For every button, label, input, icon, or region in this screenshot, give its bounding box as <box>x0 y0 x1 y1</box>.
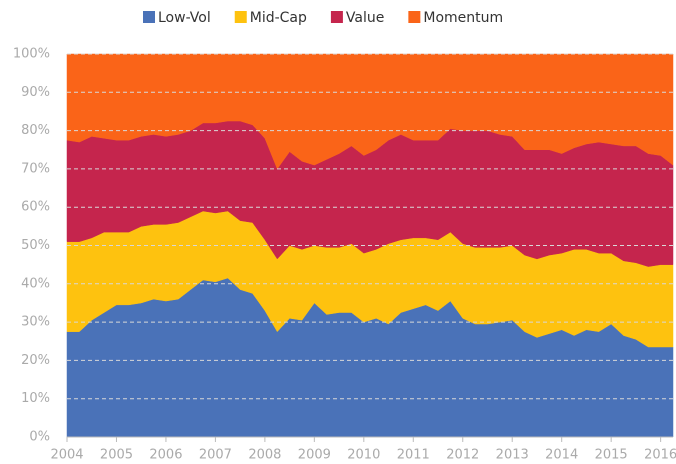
x-tick-label: 2014 <box>545 448 578 463</box>
y-tick-label: 0% <box>29 430 50 445</box>
x-tick-label: 2010 <box>347 448 380 463</box>
y-tick-label: 80% <box>21 123 50 138</box>
y-tick-label: 30% <box>21 315 50 330</box>
x-tick-label: 2015 <box>595 448 628 463</box>
legend-swatch <box>234 11 247 23</box>
x-tick-label: 2013 <box>496 448 529 463</box>
x-tick-label: 2007 <box>199 448 232 463</box>
legend-label: Momentum <box>423 10 503 26</box>
legend-swatch <box>143 11 155 23</box>
x-tick-label: 2016 <box>644 448 676 463</box>
legend-swatch <box>330 11 343 23</box>
x-tick-label: 2006 <box>149 448 182 463</box>
y-tick-label: 100% <box>13 47 50 62</box>
y-tick-label: 50% <box>21 238 50 253</box>
x-tick-label: 2011 <box>397 448 430 463</box>
x-tick-label: 2005 <box>100 448 133 463</box>
x-tick-label: 2012 <box>446 448 479 463</box>
y-tick-label: 20% <box>21 353 50 368</box>
legend-label: Value <box>346 10 384 26</box>
y-tick-label: 90% <box>21 85 50 100</box>
y-tick-label: 60% <box>21 200 50 215</box>
x-tick-label: 2008 <box>248 448 281 463</box>
y-tick-label: 40% <box>21 276 50 291</box>
legend-label: Mid-Cap <box>250 10 307 26</box>
legend-swatch <box>408 11 421 23</box>
x-tick-label: 2009 <box>298 448 331 463</box>
y-tick-label: 10% <box>21 391 50 406</box>
legend-label: Low-Vol <box>158 10 211 26</box>
x-tick-label: 2004 <box>50 448 83 463</box>
y-tick-label: 70% <box>21 161 50 176</box>
